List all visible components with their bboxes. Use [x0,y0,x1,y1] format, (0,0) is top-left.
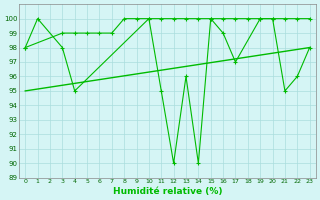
X-axis label: Humidité relative (%): Humidité relative (%) [113,187,222,196]
